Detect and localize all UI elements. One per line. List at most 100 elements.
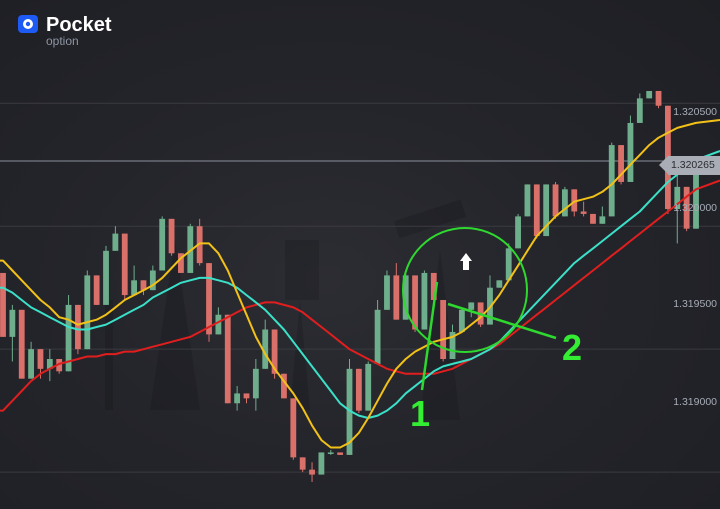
candle-body	[234, 393, 241, 404]
candle	[552, 181, 559, 219]
pocket-logo-icon	[18, 15, 38, 33]
candle	[449, 324, 456, 360]
candle	[0, 272, 6, 337]
candle	[561, 186, 568, 217]
candle	[468, 302, 475, 318]
candle-body	[449, 331, 456, 360]
candle	[159, 216, 166, 271]
candle-body	[599, 216, 606, 224]
moving-average-line	[0, 179, 720, 412]
candle	[515, 213, 521, 249]
candle-body	[28, 349, 34, 379]
candle-body	[271, 329, 278, 374]
candle-body	[140, 280, 147, 291]
candle-body	[18, 309, 25, 379]
candle	[384, 270, 390, 310]
candle-body	[262, 329, 269, 369]
candle-body	[693, 162, 699, 229]
buy-arrow-icon	[460, 253, 472, 270]
y-tick-label: 1.319000	[673, 396, 717, 408]
candle-body	[636, 98, 643, 123]
candle	[524, 184, 531, 217]
highlight-circle	[402, 227, 528, 353]
candle-body	[252, 368, 259, 399]
brand-sub: option	[46, 34, 79, 48]
candle-body	[608, 145, 615, 217]
candle-body	[337, 452, 344, 455]
candle-body	[84, 275, 91, 350]
candle-body	[56, 359, 63, 372]
candle-body	[655, 90, 662, 106]
candle-body	[159, 218, 166, 271]
moving-averages	[0, 119, 720, 449]
current-price-badge: 1.320265	[659, 156, 720, 175]
candle-body	[9, 309, 16, 337]
candle	[496, 280, 503, 288]
candle-body	[543, 184, 550, 237]
candle	[646, 90, 653, 99]
candle-body	[402, 275, 409, 320]
candle-body	[103, 250, 109, 305]
candle	[140, 280, 147, 296]
candle	[412, 275, 418, 332]
candle	[28, 341, 34, 379]
annotation-label-1: 1	[410, 393, 431, 434]
candle-body	[496, 280, 503, 288]
candle	[224, 314, 231, 404]
candle	[299, 457, 306, 473]
candle	[374, 299, 381, 364]
candle	[56, 359, 63, 374]
candle-body	[46, 359, 53, 369]
candle	[131, 265, 138, 296]
candle-body	[580, 211, 587, 214]
candle	[580, 201, 587, 217]
y-tick-label: 1.320500	[673, 106, 717, 118]
candle-body	[683, 186, 690, 229]
candle	[309, 462, 315, 482]
candle-body	[224, 314, 231, 404]
candle	[505, 243, 512, 281]
candle	[655, 90, 662, 109]
candle	[121, 233, 128, 300]
candle-body	[168, 218, 175, 254]
candle	[271, 329, 278, 379]
candle	[65, 295, 72, 372]
candle-body	[149, 270, 156, 291]
candle	[683, 186, 690, 232]
candle-body	[206, 263, 212, 335]
candle-body	[374, 309, 381, 364]
candle-body	[131, 280, 138, 296]
candle-body	[327, 452, 334, 454]
candle-body	[355, 368, 362, 411]
candle-body	[243, 393, 250, 399]
candle-body	[430, 272, 437, 300]
candle	[674, 172, 681, 244]
candle-body	[37, 349, 44, 369]
candle-body	[384, 275, 390, 310]
brand-name: Pocket	[46, 14, 112, 36]
candle	[178, 253, 184, 273]
candle-body	[552, 184, 559, 217]
candle	[234, 386, 241, 411]
candles	[0, 90, 699, 482]
candle-body	[533, 184, 540, 237]
candle	[402, 270, 409, 320]
candle	[627, 115, 634, 182]
candle-body	[281, 373, 287, 399]
candle	[608, 142, 615, 217]
candle-body	[515, 216, 521, 249]
candle	[327, 449, 334, 455]
candle-body	[590, 213, 596, 224]
candle	[355, 368, 362, 414]
candle-body	[561, 189, 568, 217]
candle-body	[365, 363, 372, 411]
pointer-line-1	[420, 281, 439, 391]
y-tick-label: 1.320000	[673, 202, 717, 214]
candle-body	[458, 309, 465, 332]
candle	[590, 213, 596, 224]
moving-average-line	[0, 150, 720, 419]
y-tick-label: 1.319500	[673, 298, 717, 310]
candle	[290, 398, 297, 460]
candle-body	[121, 233, 128, 296]
